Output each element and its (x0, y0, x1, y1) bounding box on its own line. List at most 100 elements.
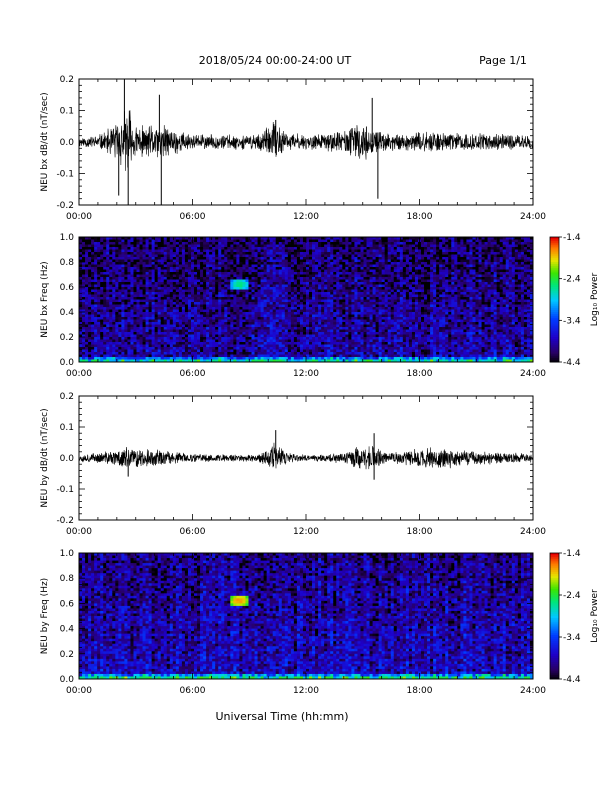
spectrogram-cell (360, 244, 364, 248)
spectrogram-cell (312, 347, 316, 350)
spectrogram-cell (160, 272, 165, 275)
spectrogram-cell (197, 257, 201, 260)
spectrogram-cell (121, 357, 125, 360)
spectrogram-cell (175, 264, 180, 268)
spectrogram-cell (321, 289, 325, 293)
spectrogram-cell (190, 329, 195, 333)
spectrogram-cell (363, 237, 367, 240)
spectrogram-cell (148, 244, 153, 248)
spectrogram-cell (136, 247, 140, 250)
spectrogram-cell (302, 299, 307, 303)
spectrogram-cell (348, 344, 352, 348)
spectrogram-cell (203, 359, 207, 363)
spectrogram-cell (260, 259, 265, 263)
spectrogram-cell (360, 322, 364, 325)
spectrogram-cell (100, 239, 104, 243)
spectrogram-cell (130, 247, 134, 250)
spectrogram-cell (251, 339, 255, 343)
spectrogram-cell (212, 329, 216, 333)
spectrogram-cell (342, 274, 346, 278)
spectrogram-cell (230, 269, 234, 273)
spectrogram-cell (260, 324, 265, 328)
spectrogram-cell (257, 302, 261, 305)
spectrogram-cell (233, 267, 237, 270)
spectrogram-cell (212, 342, 216, 345)
spectrogram-cell (330, 262, 334, 265)
spectrogram-cell (221, 262, 225, 265)
spectrogram-cell (178, 272, 183, 275)
spectrogram-cell (248, 339, 252, 343)
spectrogram-cell (184, 352, 189, 355)
spectrogram-cell (333, 304, 337, 308)
spectrogram-cell (121, 319, 125, 323)
spectrogram-cell (336, 294, 340, 298)
spectrogram-cell (293, 272, 298, 275)
spectrogram-cell (336, 352, 340, 355)
spectrogram-cell (351, 309, 355, 313)
spectrogram-cell (124, 349, 128, 353)
spectrogram-cell (224, 352, 228, 355)
spectrogram-cell (221, 337, 225, 340)
spectrogram-cell (257, 339, 261, 343)
spectrogram-cell (103, 347, 107, 350)
spectrogram-cell (260, 274, 265, 278)
spectrogram-cell (293, 259, 298, 263)
spectrogram-cell (318, 299, 322, 303)
spectrogram-cell (121, 329, 125, 333)
spectrogram-cell (315, 279, 319, 283)
spectrogram-cell (269, 359, 274, 363)
spectrogram-cell (245, 297, 249, 300)
spectrogram-cell (142, 289, 146, 293)
spectrogram-cell (218, 297, 222, 300)
spectrogram-cell (366, 242, 370, 245)
spectrogram-cell (315, 324, 319, 328)
spectrogram-cell (309, 319, 313, 323)
spectrogram-cell (224, 244, 228, 248)
spectrogram-cell (197, 337, 201, 340)
spectrogram-cell (284, 269, 289, 273)
spectrogram-cell (100, 307, 104, 310)
spectrogram-cell (239, 314, 243, 318)
spectrogram-cell (363, 287, 367, 290)
spectrogram-cell (357, 249, 361, 253)
spectrogram-cell (200, 307, 204, 310)
spectrogram-cell (187, 282, 192, 285)
spectrogram-cell (224, 257, 228, 260)
spectrogram-cell (357, 294, 361, 298)
spectrogram-cell (360, 332, 364, 335)
spectrogram-cell (366, 302, 370, 305)
spectrogram-cell (272, 292, 277, 295)
spectrogram-cell (299, 237, 304, 240)
spectrogram-cell (106, 287, 110, 290)
spectrogram-cell (281, 307, 286, 310)
spectrogram-cell (203, 244, 207, 248)
spectrogram-cell (124, 312, 128, 315)
spectrogram-cell (203, 249, 207, 253)
spectrogram-cell (154, 314, 159, 318)
spectrogram-cell (190, 282, 195, 285)
spectrogram-cell (79, 314, 83, 318)
spectrogram-cell (197, 344, 201, 348)
spectrogram-cell (139, 352, 143, 355)
spectrogram-cell (290, 304, 295, 308)
spectrogram-cell (221, 329, 225, 333)
spectrogram-cell (236, 279, 240, 283)
spectrogram-cell (172, 332, 177, 335)
spectrogram-cell (369, 339, 373, 343)
spectrogram-cell (94, 304, 98, 308)
spectrogram-cell (233, 262, 237, 265)
spectrogram-cell (315, 292, 319, 295)
spectrogram-cell (157, 357, 162, 360)
spectrogram-cell (260, 304, 265, 308)
spectrogram-cell (160, 344, 165, 348)
spectrogram-cell (130, 237, 134, 240)
spectrogram-cell (351, 244, 355, 248)
spectrogram-cell (124, 284, 128, 288)
spectrogram-cell (118, 277, 122, 280)
spectrogram-cell (363, 269, 367, 273)
spectrogram-cell (278, 354, 283, 358)
spectrogram-cell (88, 329, 92, 333)
spectrogram-cell (266, 314, 271, 318)
spectrogram-cell (369, 344, 373, 348)
spectrogram-cell (151, 329, 156, 333)
